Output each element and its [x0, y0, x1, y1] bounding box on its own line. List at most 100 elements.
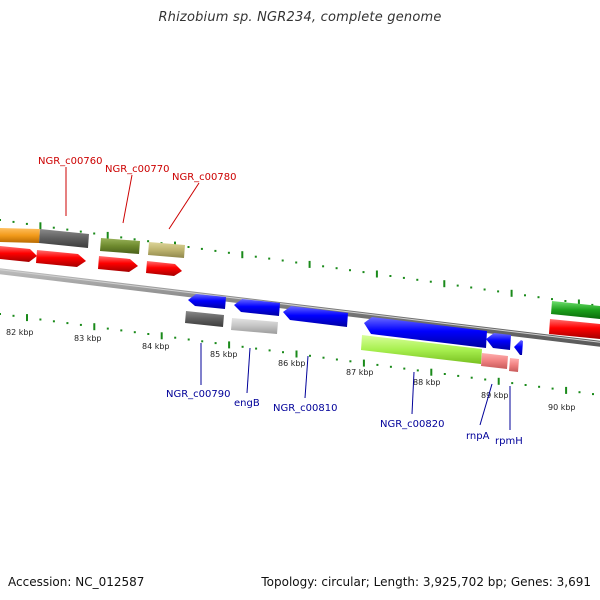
minor-tick — [403, 367, 406, 370]
minor-tick — [214, 249, 217, 252]
major-tick — [430, 368, 433, 376]
cds-forward-arrow[interactable] — [36, 250, 86, 267]
feature-green-box[interactable] — [551, 301, 600, 319]
minor-tick — [362, 271, 365, 274]
feature-lightgrey-box[interactable] — [231, 318, 278, 334]
cds-reverse-arrow[interactable] — [188, 294, 226, 309]
cds-reverse-arrow[interactable] — [364, 317, 487, 348]
gene-label[interactable]: engB — [234, 398, 260, 409]
cds-forward-arrow[interactable] — [0, 246, 37, 262]
cds-forward-arrow[interactable] — [146, 261, 182, 276]
callout-line — [304, 355, 309, 399]
minor-tick — [12, 220, 15, 223]
gene-label[interactable]: NGR_c00780 — [172, 172, 237, 183]
gene-label[interactable]: NGR_c00810 — [273, 403, 338, 414]
major-tick — [443, 280, 446, 288]
minor-tick — [0, 313, 1, 315]
minor-tick — [12, 314, 15, 317]
minor-tick — [592, 393, 594, 396]
minor-tick — [524, 384, 527, 386]
minor-tick — [564, 300, 567, 302]
cds-reverse-arrow[interactable] — [486, 333, 511, 350]
minor-tick — [484, 378, 487, 381]
major-tick — [26, 314, 28, 322]
minor-tick — [93, 232, 96, 235]
gene-label[interactable]: rpmH — [495, 436, 523, 447]
major-tick — [295, 350, 298, 358]
cds-forward-arrow[interactable] — [98, 256, 138, 272]
major-tick — [160, 332, 163, 340]
minor-tick — [416, 369, 419, 372]
minor-tick — [389, 365, 392, 368]
minor-tick — [187, 246, 190, 248]
cds-forward-arrow[interactable] — [549, 319, 600, 339]
scale-label: 84 kbp — [142, 342, 170, 351]
forward-label-callouts: NGR_c00760 NGR_c00770 NGR_c00780 — [38, 156, 237, 230]
minor-tick — [402, 276, 405, 279]
minor-tick — [591, 303, 594, 306]
minor-tick — [443, 373, 446, 375]
minor-tick — [281, 259, 284, 262]
scale-label: 88 kbp — [413, 378, 441, 387]
callout-line — [168, 182, 200, 230]
minor-tick — [551, 387, 554, 390]
major-tick — [106, 231, 109, 239]
minor-tick — [241, 345, 244, 348]
minor-tick — [416, 278, 419, 281]
minor-tick — [429, 280, 432, 283]
cds-reverse-arrow[interactable] — [234, 299, 280, 316]
minor-tick — [227, 251, 230, 254]
genome-summary-text: Topology: circular; Length: 3,925,702 bp… — [261, 575, 591, 589]
cds-reverse-arrow[interactable] — [283, 306, 348, 327]
minor-tick — [187, 338, 190, 341]
minor-tick — [295, 261, 298, 264]
minor-tick — [133, 238, 136, 241]
feature-darkgrey-box[interactable] — [39, 229, 89, 248]
scale-labels: 82 kbp 83 kbp 84 kbp 85 kbp 86 kbp 87 kb… — [6, 328, 576, 412]
minor-tick — [201, 340, 204, 343]
feature-darkgrey-box[interactable] — [185, 311, 224, 327]
scale-label: 82 kbp — [6, 328, 34, 337]
gene-label[interactable]: NGR_c00770 — [105, 164, 170, 175]
minor-tick — [470, 286, 473, 289]
minor-tick — [389, 275, 392, 277]
major-tick — [93, 323, 96, 331]
gene-label[interactable]: rnpA — [466, 431, 490, 442]
feature-pink-box[interactable] — [509, 358, 519, 372]
gene-label[interactable]: NGR_c00820 — [380, 419, 445, 430]
minor-tick — [538, 385, 541, 388]
minor-tick — [106, 327, 109, 330]
feature-olive-box[interactable] — [100, 238, 140, 254]
minor-tick — [79, 230, 82, 233]
feature-orange-box[interactable] — [0, 228, 40, 243]
feature-lime-box[interactable] — [361, 335, 482, 364]
callout-line — [122, 174, 133, 224]
minor-tick — [470, 376, 473, 379]
callout-line — [246, 347, 251, 394]
minor-tick — [578, 391, 581, 394]
minor-tick — [255, 347, 258, 350]
minor-tick — [282, 351, 284, 354]
scale-label: 86 kbp — [278, 359, 306, 368]
minor-tick — [147, 240, 150, 243]
gene-label[interactable]: NGR_c00760 — [38, 156, 103, 167]
feature-khaki-box[interactable] — [148, 242, 185, 258]
cds-reverse-arrow[interactable] — [514, 340, 523, 355]
minor-tick — [457, 374, 460, 377]
reverse-features — [185, 294, 523, 372]
feature-pink-box[interactable] — [481, 353, 508, 369]
minor-tick — [0, 219, 1, 221]
major-tick — [565, 386, 568, 394]
minor-tick — [52, 226, 55, 229]
major-tick — [510, 289, 513, 297]
minor-tick — [133, 331, 136, 334]
minor-tick — [79, 323, 82, 326]
major-tick — [39, 222, 42, 230]
forward-tick-ruler — [0, 219, 594, 307]
minor-tick — [511, 382, 514, 385]
minor-tick — [551, 298, 553, 301]
scale-label: 90 kbp — [548, 403, 576, 412]
minor-tick — [268, 349, 271, 352]
gene-label[interactable]: NGR_c00790 — [166, 389, 231, 400]
